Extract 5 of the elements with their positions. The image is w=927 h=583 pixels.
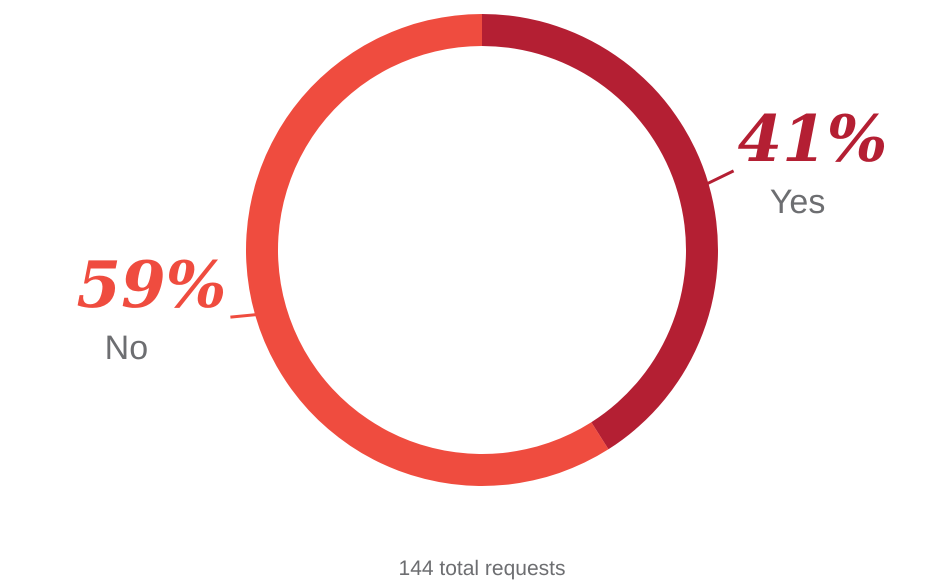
text: 144 total requests: [398, 557, 566, 580]
data-label: 41%: [738, 102, 888, 177]
data-label: 59%: [76, 248, 226, 324]
slice-label: Yes: [770, 182, 826, 221]
slice-label: No: [104, 329, 148, 368]
